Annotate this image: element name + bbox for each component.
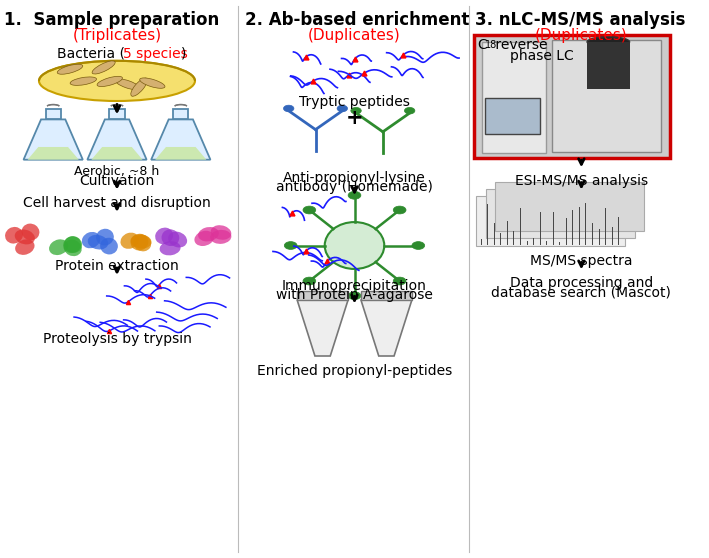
Text: antibody (Homemade): antibody (Homemade) [276, 180, 433, 194]
Ellipse shape [155, 228, 173, 244]
Ellipse shape [63, 237, 81, 253]
Polygon shape [151, 119, 211, 160]
Text: Enriched propionyl-peptides: Enriched propionyl-peptides [257, 364, 452, 378]
Ellipse shape [337, 105, 347, 112]
Ellipse shape [404, 108, 415, 114]
Ellipse shape [92, 61, 115, 74]
FancyBboxPatch shape [474, 35, 670, 158]
Ellipse shape [162, 229, 179, 246]
Ellipse shape [211, 225, 231, 240]
Text: database search (Mascot): database search (Mascot) [491, 285, 671, 299]
Ellipse shape [412, 242, 425, 249]
Polygon shape [155, 147, 206, 160]
Ellipse shape [64, 239, 82, 256]
Ellipse shape [22, 224, 40, 240]
Text: (Duplicates): (Duplicates) [535, 28, 627, 43]
Ellipse shape [210, 230, 231, 244]
Text: (Triplicates): (Triplicates) [72, 28, 162, 43]
Text: Aerobic, ~8 h: Aerobic, ~8 h [74, 165, 160, 177]
Ellipse shape [587, 37, 630, 47]
Ellipse shape [65, 236, 82, 253]
Ellipse shape [284, 105, 294, 112]
Bar [485, 98, 540, 134]
Bar [587, 42, 630, 89]
Text: 3. nLC-MS/MS analysis: 3. nLC-MS/MS analysis [475, 11, 686, 29]
Ellipse shape [130, 234, 152, 248]
Text: Tryptic peptides: Tryptic peptides [299, 95, 410, 109]
Ellipse shape [130, 234, 148, 251]
Ellipse shape [82, 232, 100, 248]
Bar [495, 182, 644, 231]
Bar [482, 42, 546, 153]
Text: 5 species: 5 species [123, 47, 187, 61]
Ellipse shape [97, 76, 123, 86]
Ellipse shape [39, 61, 195, 101]
Ellipse shape [57, 64, 83, 74]
Text: Immunoprecipitation: Immunoprecipitation [282, 279, 427, 293]
Text: Cultivation: Cultivation [79, 174, 155, 188]
Bar [361, 291, 412, 300]
Text: ): ) [181, 47, 186, 61]
Text: Cell harvest and disruption: Cell harvest and disruption [23, 196, 211, 210]
Text: C: C [477, 38, 487, 52]
Text: MS/MS spectra: MS/MS spectra [530, 254, 632, 268]
Ellipse shape [121, 233, 139, 249]
Text: reverse: reverse [491, 38, 548, 52]
Ellipse shape [168, 232, 187, 247]
Bar [109, 109, 125, 119]
Circle shape [325, 222, 384, 269]
Ellipse shape [115, 79, 140, 90]
Polygon shape [361, 300, 412, 356]
Polygon shape [23, 119, 83, 160]
Text: Data processing and: Data processing and [510, 276, 653, 290]
Bar [476, 196, 625, 246]
Ellipse shape [393, 277, 406, 285]
Text: 1.  Sample preparation: 1. Sample preparation [4, 11, 219, 29]
Polygon shape [297, 300, 348, 356]
Ellipse shape [15, 229, 35, 244]
Ellipse shape [70, 77, 96, 85]
Text: Bacteria (: Bacteria ( [57, 47, 125, 61]
Ellipse shape [351, 108, 362, 114]
Ellipse shape [131, 78, 147, 97]
Text: Anti-propionyl-lysine: Anti-propionyl-lysine [283, 171, 426, 185]
Ellipse shape [160, 241, 181, 256]
Ellipse shape [133, 235, 151, 251]
Polygon shape [91, 147, 143, 160]
Text: ESI-MS/MS analysis: ESI-MS/MS analysis [515, 174, 648, 188]
Ellipse shape [393, 206, 406, 214]
Bar [45, 109, 61, 119]
Bar [173, 109, 189, 119]
Ellipse shape [100, 238, 118, 254]
Ellipse shape [96, 229, 114, 246]
Ellipse shape [348, 191, 361, 199]
Polygon shape [87, 119, 147, 160]
Ellipse shape [198, 227, 219, 242]
Ellipse shape [194, 231, 214, 246]
Bar [486, 189, 635, 238]
Text: 18: 18 [485, 40, 497, 50]
Text: with Protein A-agarose: with Protein A-agarose [276, 288, 433, 302]
Ellipse shape [303, 277, 316, 285]
Text: (Duplicates): (Duplicates) [308, 28, 401, 43]
Ellipse shape [88, 235, 108, 249]
Text: phase LC: phase LC [510, 49, 574, 63]
Text: Proteolysis by trypsin: Proteolysis by trypsin [43, 332, 191, 346]
Polygon shape [28, 147, 79, 160]
Ellipse shape [348, 292, 361, 300]
Ellipse shape [303, 206, 316, 214]
Ellipse shape [49, 239, 68, 255]
Text: +: + [346, 108, 363, 128]
Ellipse shape [15, 239, 35, 255]
Text: Protein extraction: Protein extraction [55, 259, 179, 273]
Ellipse shape [5, 227, 23, 244]
Text: 2. Ab-based enrichment: 2. Ab-based enrichment [245, 11, 469, 29]
Ellipse shape [284, 242, 297, 249]
Bar [297, 291, 348, 300]
Bar [552, 40, 661, 152]
Ellipse shape [140, 78, 165, 88]
